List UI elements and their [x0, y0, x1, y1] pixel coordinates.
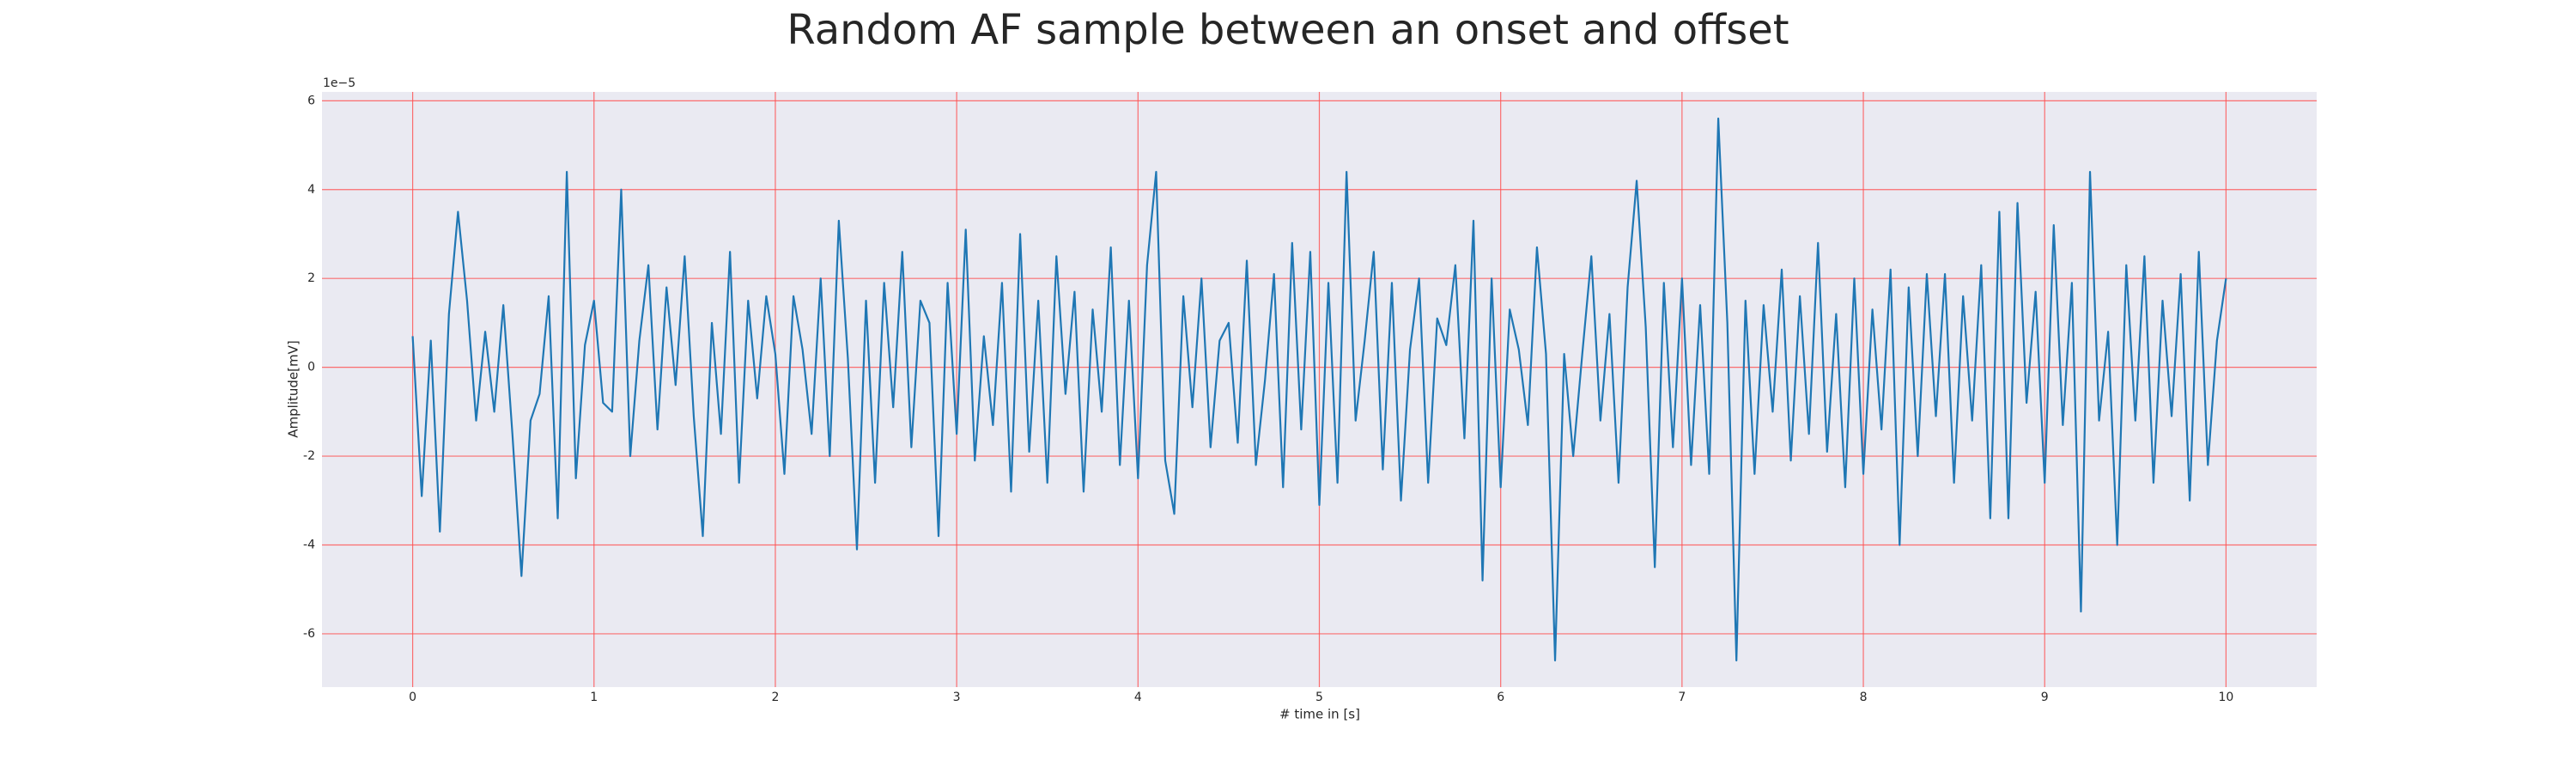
x-tick-label: 1: [590, 691, 598, 704]
chart-title: Random AF sample between an onset and of…: [787, 6, 1789, 54]
y-tick-label: 4: [307, 183, 315, 197]
x-tick-label: 2: [771, 691, 779, 704]
y-axis-label: Amplitude[mV]: [286, 340, 301, 437]
y-tick-label: -4: [303, 539, 315, 552]
x-tick-label: 0: [409, 691, 416, 704]
y-tick-label: -2: [303, 449, 315, 463]
x-tick-label: 7: [1678, 691, 1686, 704]
x-tick-label: 5: [1315, 691, 1323, 704]
x-tick-label: 9: [2041, 691, 2049, 704]
y-tick-label: 6: [307, 94, 315, 107]
x-tick-label: 4: [1134, 691, 1142, 704]
y-tick-label: -6: [303, 627, 315, 641]
y-offset-label: 1e−5: [323, 76, 355, 90]
x-tick-label: 8: [1860, 691, 1868, 704]
x-tick-label: 3: [953, 691, 961, 704]
y-tick-label: 0: [307, 361, 315, 374]
x-axis-label: # time in [s]: [1279, 707, 1360, 722]
y-tick-label: 2: [307, 271, 315, 285]
x-tick-label: 6: [1497, 691, 1504, 704]
signal-line: [411, 117, 2227, 662]
x-tick-label: 10: [2218, 691, 2233, 704]
